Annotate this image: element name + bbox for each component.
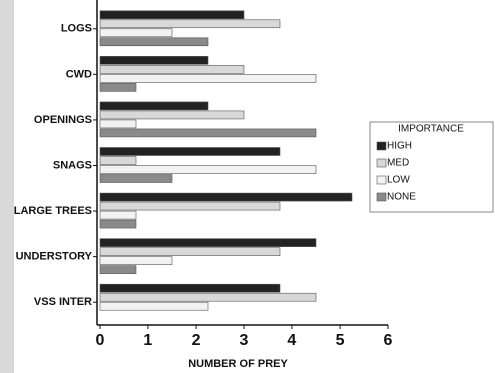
x-tick-label: 3 <box>240 332 249 349</box>
legend-label: LOW <box>387 175 410 186</box>
x-tick-label: 6 <box>384 332 393 349</box>
bar <box>99 156 137 165</box>
bar <box>99 210 137 220</box>
bar <box>99 192 353 202</box>
legend-label: MED <box>387 158 409 169</box>
side-strip <box>0 0 14 373</box>
x-tick-label: 0 <box>96 332 105 349</box>
bar <box>99 238 317 247</box>
y-tick-label: CWD <box>66 68 92 80</box>
x-tick-label: 4 <box>287 332 296 349</box>
bar <box>99 292 317 302</box>
x-tick-label: 1 <box>143 332 152 349</box>
legend-swatch <box>376 158 387 168</box>
bar <box>99 119 137 129</box>
y-tick-label: SNAGS <box>53 159 92 171</box>
bar <box>99 110 245 120</box>
bar <box>99 265 137 274</box>
y-tick-label: OPENINGS <box>34 114 92 126</box>
bar <box>99 256 173 265</box>
x-tick-label: 5 <box>336 332 345 349</box>
legend-swatch <box>376 192 387 202</box>
bar <box>99 19 281 29</box>
bar <box>99 201 281 211</box>
legend-box <box>369 121 494 213</box>
bar <box>99 283 281 293</box>
x-axis-title: NUMBER OF PREY <box>188 358 288 370</box>
bar <box>99 219 137 229</box>
y-tick-label: LOGS <box>61 23 92 35</box>
bar <box>99 28 173 38</box>
bar <box>99 65 245 74</box>
bar <box>99 165 317 174</box>
bar <box>99 10 245 20</box>
legend-swatch <box>376 175 387 185</box>
bar <box>99 174 173 183</box>
bar <box>99 83 137 92</box>
bar <box>99 37 209 47</box>
legend-swatch <box>376 141 387 151</box>
bar <box>99 301 209 311</box>
legend-title: IMPORTANCE <box>398 124 464 135</box>
legend-label: HIGH <box>387 141 412 152</box>
bar <box>99 74 317 83</box>
bar <box>99 101 209 111</box>
legend-label: NONE <box>387 192 416 203</box>
bar <box>99 247 281 256</box>
x-tick-label: 2 <box>192 332 201 349</box>
y-tick-label: UNDERSTORY <box>16 251 93 263</box>
bar <box>99 56 209 65</box>
y-tick-label: LARGE TREES <box>14 205 92 217</box>
y-tick-label: VSS INTER <box>34 296 92 308</box>
bar <box>99 128 317 138</box>
bar <box>99 147 281 156</box>
